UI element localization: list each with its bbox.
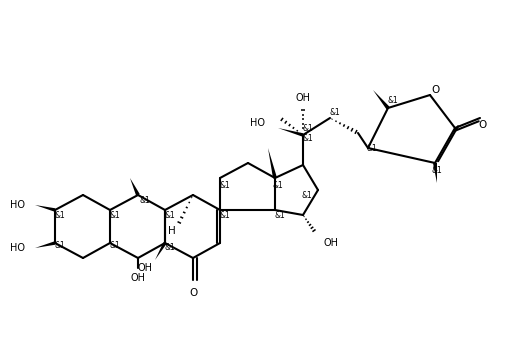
- Text: &1: &1: [110, 241, 120, 250]
- Text: HO: HO: [250, 118, 265, 128]
- Text: OH: OH: [323, 238, 338, 248]
- Text: OH: OH: [137, 263, 153, 273]
- Polygon shape: [278, 128, 304, 137]
- Text: &1: &1: [367, 144, 377, 153]
- Text: &1: &1: [220, 180, 230, 189]
- Polygon shape: [130, 178, 140, 196]
- Text: &1: &1: [302, 190, 312, 199]
- Polygon shape: [433, 163, 437, 183]
- Text: O: O: [478, 120, 486, 130]
- Text: &1: &1: [303, 134, 313, 142]
- Text: O: O: [189, 288, 197, 298]
- Polygon shape: [155, 242, 166, 260]
- Text: &1: &1: [55, 241, 65, 250]
- Text: &1: &1: [139, 195, 151, 204]
- Polygon shape: [35, 205, 55, 212]
- Text: HO: HO: [10, 200, 25, 210]
- Text: OH: OH: [296, 93, 310, 103]
- Polygon shape: [373, 90, 389, 109]
- Text: &1: &1: [55, 211, 65, 219]
- Polygon shape: [35, 241, 55, 248]
- Text: &1: &1: [165, 242, 175, 252]
- Text: &1: &1: [165, 211, 175, 219]
- Text: &1: &1: [303, 124, 313, 132]
- Text: &1: &1: [330, 107, 340, 116]
- Text: O: O: [431, 85, 439, 95]
- Text: H: H: [168, 226, 176, 236]
- Text: OH: OH: [130, 273, 146, 283]
- Text: HO: HO: [10, 243, 25, 253]
- Polygon shape: [268, 148, 277, 178]
- Text: &1: &1: [220, 211, 230, 219]
- Text: &1: &1: [110, 211, 120, 219]
- Text: &1: &1: [388, 96, 399, 105]
- Text: &1: &1: [273, 180, 283, 189]
- Text: &1: &1: [275, 211, 285, 219]
- Text: &1: &1: [431, 165, 443, 174]
